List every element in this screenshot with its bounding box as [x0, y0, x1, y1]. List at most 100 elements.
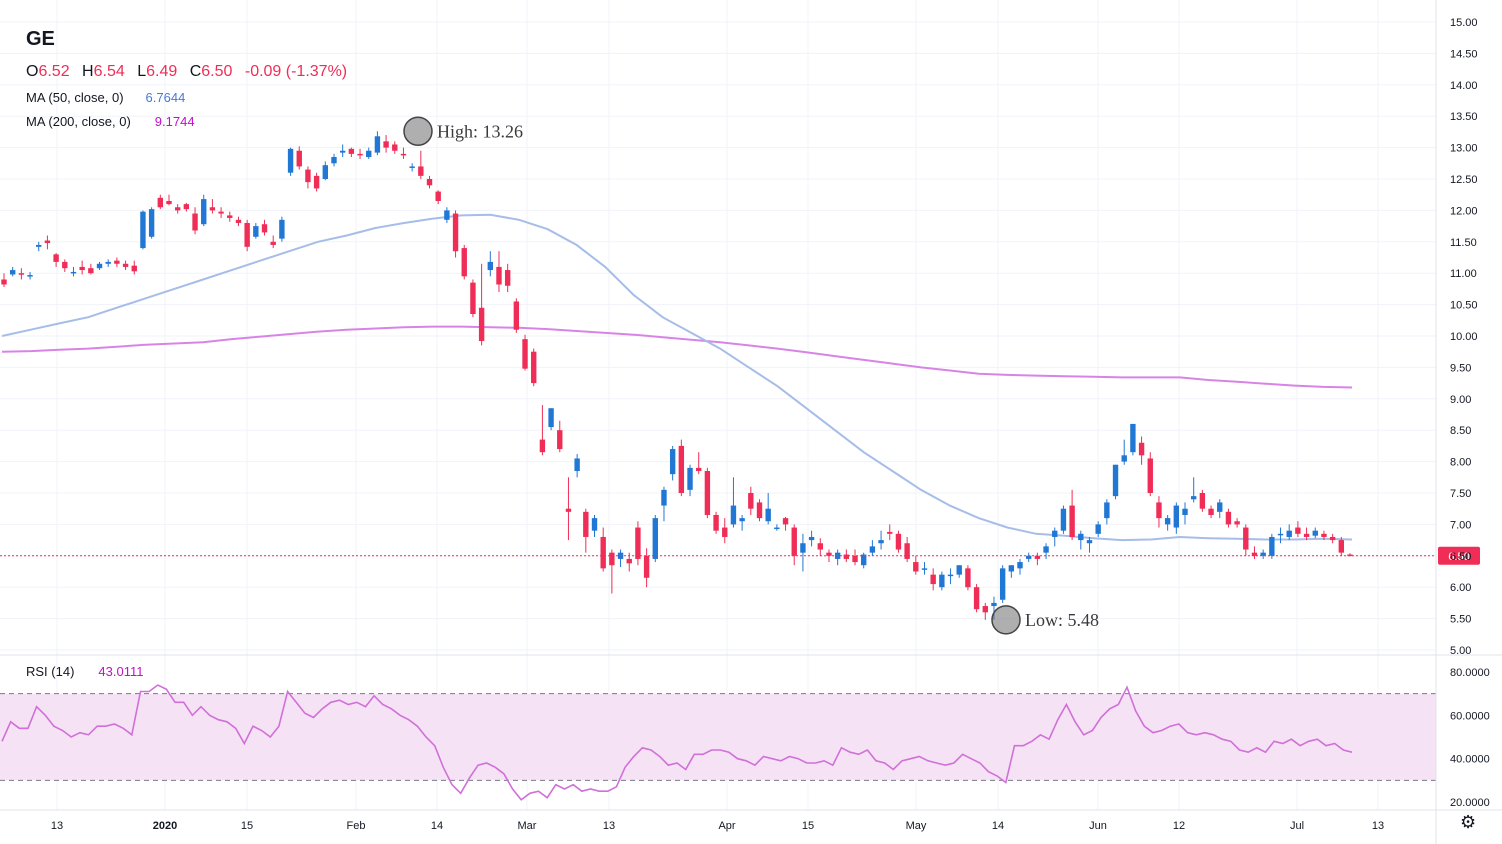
ma50-legend[interactable]: MA (50, close, 0) 6.7644 — [26, 90, 185, 105]
rsi-value: 43.0111 — [98, 664, 144, 679]
time-tick-label: 2020 — [153, 820, 177, 832]
candle-body — [1138, 442, 1145, 456]
high-label: H — [82, 63, 94, 80]
candle-body — [331, 157, 337, 164]
candle-body — [939, 574, 945, 588]
candle-body — [1312, 530, 1318, 536]
candle-body — [947, 574, 954, 577]
candle-body — [261, 224, 268, 233]
candle-body — [635, 527, 641, 559]
candle-body — [1130, 423, 1136, 453]
candle-body — [192, 213, 198, 231]
ma50-value: 6.7644 — [145, 90, 186, 105]
time-tick-label: Jul — [1290, 820, 1304, 832]
price-tick-label: 7.00 — [1450, 519, 1471, 531]
rsi-band — [0, 693, 1436, 781]
candle-body — [878, 540, 884, 544]
ma50-label: MA (50, close, 0) — [26, 90, 124, 105]
candle-body — [652, 518, 658, 559]
ma200-value: 9.1744 — [154, 114, 195, 129]
candle-body — [53, 254, 59, 262]
candle-body — [887, 531, 893, 534]
price-tick-label: 6.50 — [1450, 551, 1471, 563]
price-tick-label: 13.00 — [1450, 143, 1478, 155]
candle-body — [1078, 533, 1084, 541]
price-tick-label: 7.50 — [1450, 488, 1471, 500]
candle-body — [461, 248, 467, 277]
candle-body — [18, 273, 25, 275]
candle-body — [782, 518, 789, 525]
candle-body — [244, 222, 250, 247]
candle-body — [774, 527, 780, 530]
candle-body — [565, 508, 572, 512]
candle-body — [808, 536, 815, 541]
candle-body — [722, 527, 728, 537]
candle-body — [765, 508, 771, 522]
candle-body — [366, 150, 372, 158]
candle-body — [148, 209, 155, 237]
price-tick-label: 8.50 — [1450, 425, 1471, 437]
candle-body — [1269, 536, 1275, 556]
candle-body — [140, 211, 146, 249]
candle-body — [322, 165, 328, 179]
candle-body — [487, 261, 493, 271]
candle-body — [539, 439, 546, 453]
candle-body — [383, 141, 389, 148]
candle-body — [1217, 502, 1223, 512]
candle-body — [496, 266, 502, 285]
candle-body — [748, 493, 754, 509]
candle-body — [531, 351, 537, 384]
candle-body — [504, 270, 511, 286]
candle-body — [174, 207, 181, 211]
candle-body — [1208, 508, 1214, 515]
rsi-legend[interactable]: RSI (14) 43.0111 — [26, 664, 143, 679]
candle-body — [704, 471, 711, 515]
candle-body — [861, 554, 867, 566]
gear-icon[interactable]: ⚙ — [1460, 812, 1477, 832]
candle-body — [1043, 546, 1049, 553]
candle-body — [36, 244, 42, 247]
candle-body — [739, 518, 745, 522]
candle-body — [913, 562, 919, 572]
candle-body — [1338, 540, 1345, 553]
candle-body — [956, 565, 962, 575]
last-price-tag — [1438, 546, 1480, 565]
time-tick-label: Apr — [718, 820, 735, 832]
candle-body — [435, 191, 441, 201]
candle-body — [183, 204, 190, 210]
price-tick-label: 8.00 — [1450, 457, 1471, 469]
candle-body — [1052, 530, 1058, 537]
ma200-legend[interactable]: MA (200, close, 0) 9.1744 — [26, 114, 195, 129]
time-tick-label: 14 — [431, 820, 443, 832]
candle-body — [921, 568, 928, 570]
candle-body — [852, 555, 858, 563]
candle-body — [930, 574, 936, 585]
candle-body — [661, 489, 667, 506]
candle-body — [1329, 536, 1336, 541]
candle-body — [279, 219, 285, 239]
candle-body — [991, 602, 997, 607]
candle-body — [105, 261, 111, 264]
candle-body — [557, 430, 563, 450]
price-tick-label: 12.00 — [1450, 205, 1478, 217]
time-tick-label: Feb — [347, 820, 366, 832]
price-tick-label: 13.50 — [1450, 111, 1478, 123]
candle-body — [965, 568, 971, 588]
candle-body — [339, 150, 346, 153]
candle-body — [478, 307, 485, 342]
candle-body — [270, 241, 276, 245]
candle-body — [548, 408, 554, 428]
candle-body — [583, 511, 589, 537]
price-tick-label: 11.00 — [1450, 268, 1477, 280]
candle-body — [253, 226, 259, 237]
candle-body — [409, 166, 415, 168]
low-label: Low: 5.48 — [1025, 610, 1099, 630]
candle-body — [348, 148, 355, 154]
candle-body — [869, 546, 876, 553]
candle-body — [600, 536, 606, 569]
candle-body — [591, 518, 598, 531]
close-label: C — [189, 63, 202, 80]
candle-body — [44, 240, 51, 244]
rsi-tick-label: 60.0000 — [1450, 710, 1490, 722]
